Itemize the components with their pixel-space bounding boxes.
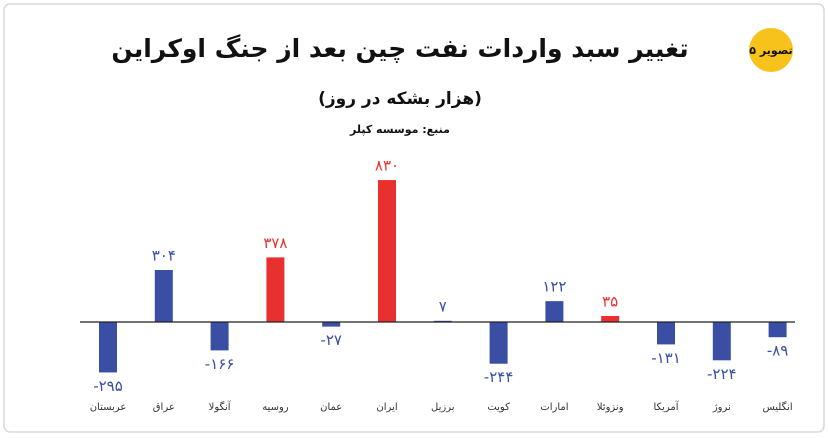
card — [3, 3, 825, 433]
x-tick-label: انگلیس — [763, 401, 793, 413]
x-tick-label: عراق — [153, 402, 175, 413]
bar — [99, 322, 117, 373]
chart-subtitle: (هزار بشکه در روز) — [318, 89, 482, 109]
x-tick-label: آمریکا — [653, 400, 679, 413]
value-label: ۷ — [439, 297, 447, 315]
x-tick-label: ایران — [376, 402, 397, 413]
x-tick-label: کویت — [487, 402, 510, 413]
x-tick-label: برزیل — [431, 402, 455, 413]
badge: تصویر ۵ — [749, 44, 792, 57]
value-label: ۳۷۸ — [263, 234, 287, 252]
chart-title: تغییر سبد واردات نفت چین بعد از جنگ اوکر… — [111, 34, 688, 64]
bar — [712, 322, 731, 361]
value-label: -۲۷ — [320, 331, 342, 349]
value-label: ۳۰۴ — [152, 247, 176, 265]
value-label: -۲۴۴ — [484, 368, 514, 386]
bar — [210, 322, 229, 351]
x-tick-label: امارات — [540, 402, 568, 413]
x-tick-label: عربستان — [90, 402, 127, 413]
bar — [266, 257, 285, 322]
bar — [545, 301, 564, 322]
value-label: -۲۹۵ — [93, 377, 123, 395]
value-label: ۱۲۲ — [542, 278, 566, 296]
x-tick-label: عمان — [320, 402, 342, 413]
x-tick-label: نروژ — [712, 402, 731, 413]
bar — [601, 316, 620, 322]
x-tick-label: ونزوئلا — [597, 402, 624, 413]
value-label: ۳۵ — [602, 293, 618, 311]
bar — [322, 322, 341, 327]
value-label: -۲۲۴ — [707, 365, 737, 383]
badge-circle — [749, 28, 793, 72]
value-label: -۸۹ — [767, 342, 789, 360]
value-label: -۱۳۱ — [651, 349, 681, 367]
value-label: -۱۶۶ — [205, 355, 235, 373]
bar — [378, 180, 396, 322]
value-label: ۸۳۰ — [375, 157, 399, 175]
bar — [154, 270, 173, 322]
source: منبع: موسسه کپلر — [349, 123, 450, 136]
x-tick-label: آنگولا — [209, 400, 232, 413]
bar — [657, 322, 675, 345]
x-tick-label: روسیه — [262, 402, 289, 413]
bar — [768, 322, 787, 338]
bar — [489, 322, 508, 364]
